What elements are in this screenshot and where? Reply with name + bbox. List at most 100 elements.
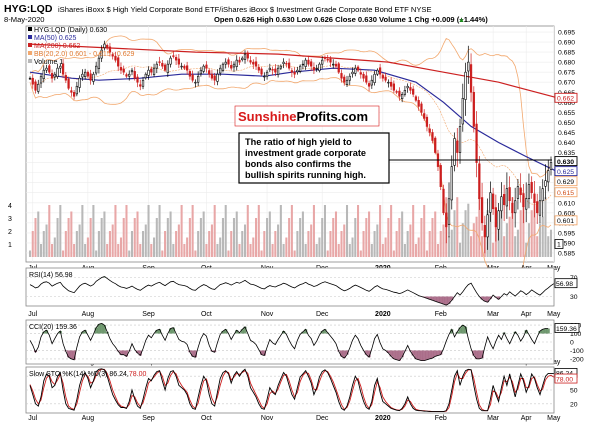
volume-bar <box>180 205 183 257</box>
candle-body <box>511 202 514 214</box>
candle-body <box>533 193 536 204</box>
volume-bar <box>183 244 186 257</box>
oversold-fill <box>135 350 140 353</box>
candle-body <box>59 65 62 69</box>
oversold-fill <box>436 296 440 303</box>
y-tick-label: 0.660 <box>558 100 575 107</box>
candle-body <box>332 63 335 66</box>
ma200-price-flag-box <box>554 92 578 103</box>
candle-body <box>260 68 263 75</box>
candle-body <box>323 57 327 59</box>
y-tick-label: 0.635 <box>558 150 575 157</box>
volume-bar <box>447 236 451 257</box>
volume-bar <box>75 231 78 257</box>
legend-bb: BB(20,2.0) 0.601 - 0.615 - 0.629 <box>34 51 135 58</box>
volume-bar <box>73 244 76 257</box>
candle-body <box>489 192 492 213</box>
oversold-fill <box>447 296 451 304</box>
overbought-fill <box>97 324 101 334</box>
volume-bar <box>238 244 241 257</box>
candle-body <box>50 73 54 79</box>
brand-profits: Profits.com <box>297 109 369 124</box>
candle-body <box>392 83 395 91</box>
bb-upper-price-flag: 0.629 <box>557 179 574 186</box>
legend-volume-swatch <box>28 59 32 63</box>
indicator-tick-label: 30 <box>570 294 578 301</box>
volume-bar <box>434 211 437 257</box>
volume-bar <box>277 224 280 257</box>
y-tick-label: 0.685 <box>558 50 575 57</box>
oversold-fill <box>486 296 490 303</box>
candle-body <box>224 61 227 65</box>
candle-body <box>194 81 197 84</box>
oversold-fill <box>386 350 390 353</box>
volume-bar <box>64 231 67 257</box>
candle-body <box>514 200 517 214</box>
candle-body <box>219 67 222 74</box>
volume-bar <box>216 244 219 257</box>
oversold-fill <box>400 350 404 358</box>
volume-bar <box>89 218 92 257</box>
x-tick-label: Apr <box>521 415 533 422</box>
volume-bar <box>191 205 194 257</box>
volume-bar <box>351 237 354 257</box>
indicator-tick-label: 20 <box>570 401 578 408</box>
volume-bar <box>340 231 343 257</box>
candle-body <box>387 81 390 84</box>
candle-body <box>166 63 169 73</box>
sto-label-d: 78.00 <box>129 371 147 378</box>
volume-bar <box>45 224 48 257</box>
bb-upper-price-flag-box <box>554 176 578 187</box>
candle-body <box>210 73 214 79</box>
candle-body <box>78 77 81 88</box>
candle-body <box>169 57 172 65</box>
x-tick-label: Mar <box>487 311 500 318</box>
volume-bar <box>417 237 420 257</box>
candle-body <box>111 54 114 57</box>
candle-body <box>423 113 426 119</box>
candle-body <box>84 71 87 77</box>
candle-body <box>403 89 407 95</box>
volume-bar <box>279 205 282 257</box>
candle-body <box>538 200 542 216</box>
x-tick-label: Nov <box>261 311 274 318</box>
volume-bar <box>122 218 125 257</box>
candle-body <box>398 90 401 97</box>
volume-bar <box>205 244 208 257</box>
y-tick-label: 0.650 <box>558 120 575 127</box>
bb-lower-price-flag: 0.601 <box>557 218 574 225</box>
indicator-tick-label: 100 <box>570 331 582 338</box>
bb-mid-price-flag: 0.615 <box>557 190 574 197</box>
legend-ma200: MA(200) 0.662 <box>34 43 80 50</box>
volume-bar <box>392 250 395 257</box>
candle-body <box>158 61 161 63</box>
candle-body <box>48 65 51 73</box>
volume-bar <box>188 218 191 257</box>
volume-bar <box>384 237 387 257</box>
volume-bar <box>210 224 213 257</box>
volume-bar <box>271 244 274 257</box>
cci-line <box>29 322 549 362</box>
volume-bar <box>153 237 156 257</box>
volume-bar <box>161 250 164 257</box>
volume-bar <box>470 236 473 257</box>
indicator-tick-label: 0 <box>570 340 574 347</box>
candle-body <box>505 188 509 207</box>
volume-bar <box>516 229 519 257</box>
cci-label: CCI(20) 159.36 <box>29 324 77 331</box>
volume-bar <box>450 229 453 257</box>
oversold-fill <box>430 350 435 359</box>
oversold-fill <box>425 296 429 299</box>
close-price-flag: 0.630 <box>557 159 574 166</box>
x-tick-label: Feb <box>435 415 447 422</box>
candle-body <box>208 70 211 75</box>
overbought-fill <box>100 323 104 334</box>
sto-d-line <box>29 368 555 413</box>
candle-body <box>287 62 291 69</box>
candle-body <box>453 138 456 166</box>
volume-bar <box>412 205 415 257</box>
candle-body <box>81 73 84 78</box>
overbought-fill <box>80 331 84 334</box>
oversold-fill <box>436 350 440 356</box>
candle-body <box>174 57 178 61</box>
